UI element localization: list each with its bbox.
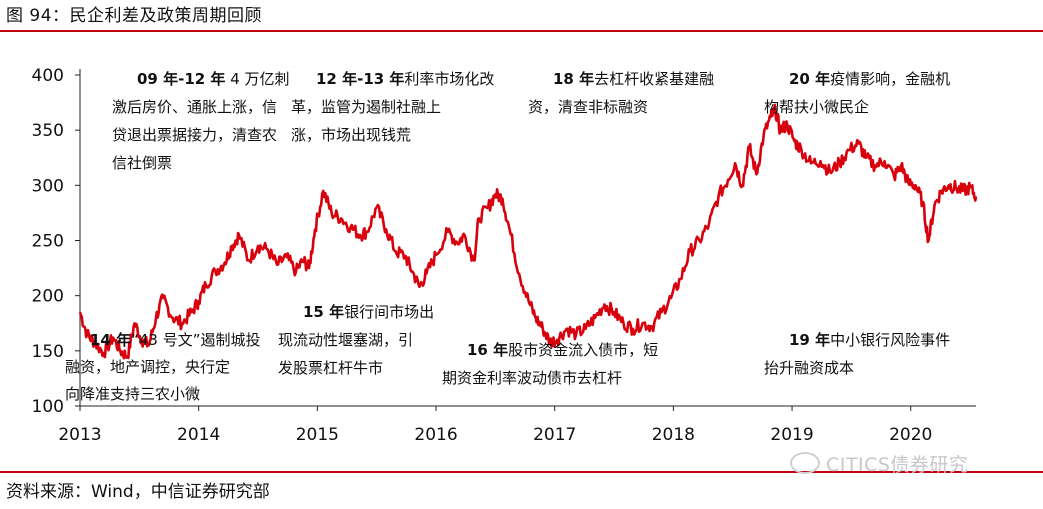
annotation-3: 18 年去杠杆收紧基建融资，清查非标融资 xyxy=(528,70,714,116)
annotation-6: 15 年银行间市场出现流动性堰塞湖，引发股票杠杆牛市 xyxy=(278,303,434,377)
annotation-text: 利率市场化改 xyxy=(404,70,494,88)
spread-series-line xyxy=(78,103,978,360)
y-tick-label: 100 xyxy=(32,397,64,417)
x-tick-label: 2014 xyxy=(177,425,220,445)
spread-line-chart: 100 150 200 250 300 350 400 2013 2014 2015 2016 201… xyxy=(32,66,978,445)
y-tick-label: 150 xyxy=(32,342,64,362)
annotation-text: 14 年 xyxy=(90,331,131,349)
watermark-text: CITICS债券研究 xyxy=(826,454,969,476)
x-tick-label: 2015 xyxy=(296,425,339,445)
annotation-text: 革，监管为遏制社融上 xyxy=(291,98,441,116)
annotation-text: 股市资金流入债市，短 xyxy=(508,341,658,359)
bottom-rule xyxy=(0,471,1043,473)
annotation-text: 银行间市场出 xyxy=(344,303,434,321)
annotation-text: 疫情影响，金融机 xyxy=(830,70,950,88)
annotation-1: 09 年-12 年 4 万亿刺激后房价、通胀上涨，信贷退出票据接力，清查农信社倒… xyxy=(112,70,290,172)
top-rule xyxy=(0,30,1043,32)
annotation-text: 资，清查非标融资 xyxy=(528,98,648,116)
wechat-icon xyxy=(790,452,820,474)
annotation-text: 涨，市场出现钱荒 xyxy=(291,126,411,144)
annotation-text: 中小银行风险事件 xyxy=(830,331,950,349)
y-tick-label: 350 xyxy=(32,121,64,141)
y-tick-label: 300 xyxy=(32,176,64,196)
annotation-text: 09 年-12 年 xyxy=(137,70,225,88)
annotation-text: 去杠杆收紧基建融 xyxy=(594,70,714,88)
x-tick-label: 2019 xyxy=(770,425,813,445)
annotation-2: 12 年-13 年利率市场化改革，监管为遏制社融上涨，市场出现钱荒 xyxy=(291,70,494,144)
annotation-text: “43 号文”遏制城投 xyxy=(131,331,260,349)
annotation-text: 向降准支持三农小微 xyxy=(65,385,200,403)
x-tick-label: 2016 xyxy=(414,425,457,445)
x-tick-label: 2013 xyxy=(58,425,101,445)
annotation-7: 16 年股市资金流入债市，短期资金利率波动债市去杠杆 xyxy=(442,341,658,387)
annotation-text: 融资，地产调控，央行定 xyxy=(65,358,230,376)
annotation-text: 信社倒票 xyxy=(112,154,172,172)
annotation-text: 4 万亿刺 xyxy=(225,70,289,88)
annotation-text: 构帮扶小微民企 xyxy=(764,98,869,116)
annotation-text: 12 年-13 年 xyxy=(316,70,404,88)
annotation-4: 20 年疫情影响，金融机构帮扶小微民企 xyxy=(764,70,950,116)
annotation-text: 20 年 xyxy=(789,70,830,88)
x-tick-label: 2017 xyxy=(533,425,576,445)
x-tick-label: 2020 xyxy=(889,425,932,445)
annotation-text: 19 年 xyxy=(789,331,830,349)
annotation-5: 14 年“43 号文”遏制城投融资，地产调控，央行定向降准支持三农小微 xyxy=(65,331,261,403)
annotation-8: 19 年中小银行风险事件抬升融资成本 xyxy=(764,331,950,377)
annotation-text: 期资金利率波动债市去杠杆 xyxy=(442,369,622,387)
annotation-text: 15 年 xyxy=(303,303,344,321)
annotation-text: 现流动性堰塞湖，引 xyxy=(278,331,413,349)
y-tick-label: 400 xyxy=(32,66,64,86)
annotation-text: 抬升融资成本 xyxy=(764,359,854,377)
y-tick-label: 200 xyxy=(32,287,64,307)
figure-title: 图 94：民企利差及政策周期回顾 xyxy=(6,6,263,26)
watermark: CITICS债券研究 xyxy=(790,450,968,477)
annotation-text: 贷退出票据接力，清查农 xyxy=(112,126,277,144)
y-tick-label: 250 xyxy=(32,232,64,252)
annotation-text: 18 年 xyxy=(553,70,594,88)
x-tick-label: 2018 xyxy=(652,425,695,445)
source-note: 资料来源：Wind，中信证券研究部 xyxy=(6,482,270,502)
annotation-text: 激后房价、通胀上涨，信 xyxy=(112,98,277,116)
annotation-text: 16 年 xyxy=(467,341,508,359)
annotation-text: 发股票杠杆牛市 xyxy=(278,359,383,377)
